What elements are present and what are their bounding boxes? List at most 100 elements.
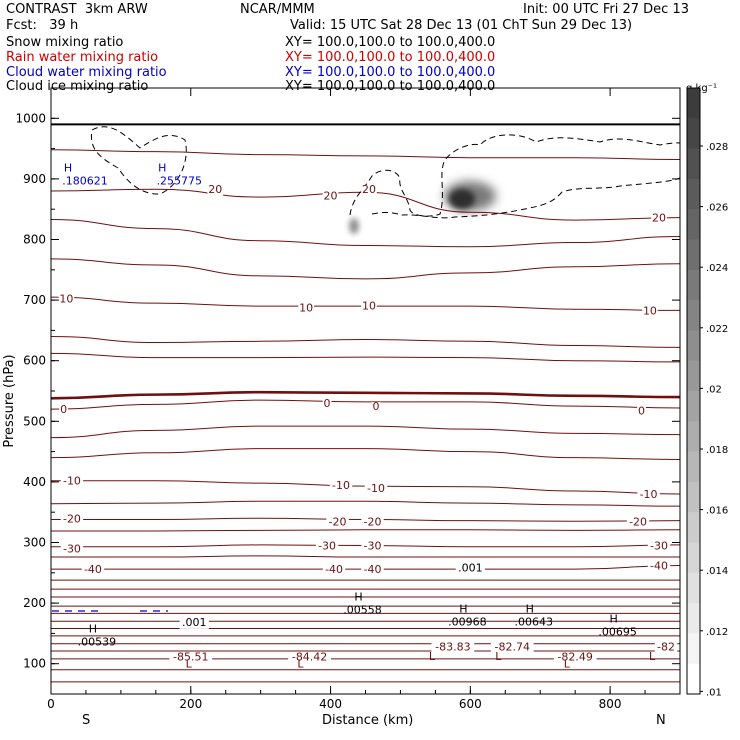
ice-contour-label-bg — [455, 563, 485, 575]
colorbar-swatch — [687, 178, 700, 210]
isotherm-label-bg — [642, 306, 658, 318]
isotherm-label: -20 — [329, 515, 347, 528]
isotherm-label-bg — [361, 541, 384, 553]
isotherm-label-bg — [326, 517, 349, 529]
isotherm-label-bg — [626, 517, 650, 529]
isotherm-label: 20 — [362, 183, 376, 196]
ice-contour-label-bg — [179, 617, 209, 629]
isotherm-label: 10 — [643, 304, 657, 317]
isotherm-label-bg — [431, 642, 475, 654]
isotherm-label: -84.42 — [292, 650, 327, 663]
field-name-snow: Snow mixing ratio — [6, 35, 124, 50]
snow-shade-small — [349, 218, 359, 234]
isotherm-label-bg — [329, 480, 353, 492]
isotherm-line — [50, 335, 681, 348]
isotherm-label: -40 — [650, 560, 668, 573]
colorbar-swatch — [687, 391, 700, 422]
cloud-water-high-marker: H — [158, 161, 166, 174]
colorbar-swatch — [687, 269, 700, 301]
isotherm-label-bg — [60, 476, 84, 488]
y-tick-label: 900 — [23, 172, 46, 186]
isotherm-label-bg — [637, 490, 660, 502]
colorbar-swatch — [687, 451, 700, 483]
colorbar-swatch — [687, 148, 700, 180]
field-xy-rain: XY= 100.0,100.0 to 100.0,400.0 — [285, 50, 496, 65]
x-axis-left-end: S — [82, 713, 91, 728]
colorbar: .028 .026 .024 .022 .02 .018 .016 .014 .012 .01 — [686, 87, 728, 698]
isotherm-label: -10 — [640, 488, 658, 501]
ice-contour-label: .001 — [182, 616, 207, 629]
isotherm-line — [50, 448, 681, 460]
colorbar-tick-label: .018 — [706, 445, 728, 456]
field-xy-snow: XY= 100.0,100.0 to 100.0,400.0 — [285, 35, 496, 50]
colorbar-swatch — [687, 239, 700, 271]
isotherm-label: -20 — [364, 515, 382, 528]
low-marker: L — [649, 650, 656, 663]
isotherm-label-bg — [361, 185, 377, 197]
cloud-water-high-marker: H — [64, 161, 72, 174]
low-marker: L — [495, 650, 502, 663]
field-name-cloud-ice: Cloud ice mixing ratio — [6, 79, 149, 94]
colorbar-swatch — [687, 572, 700, 604]
isotherm-label-bg — [59, 405, 68, 417]
isotherm-lines — [50, 123, 681, 683]
low-marker: L — [429, 650, 436, 663]
colorbar-swatch — [687, 542, 700, 574]
y-tick-label: 800 — [23, 233, 46, 247]
isotherm-label: -30 — [318, 540, 336, 553]
isotherm-label: -30 — [63, 543, 81, 556]
isotherm-label: 10 — [299, 301, 313, 314]
snow-shade-max — [449, 189, 475, 209]
colorbar-tick-label: .026 — [706, 203, 728, 214]
colorbar-tick-label: .024 — [706, 263, 728, 274]
isotherm-label: 0 — [638, 404, 645, 417]
field-name-rain: Rain water mixing ratio — [6, 50, 159, 65]
ice-contour-label: .001 — [458, 561, 483, 574]
colorbar-frame — [686, 87, 701, 695]
field-name-cloud-water: Cloud water mixing ratio — [6, 65, 167, 80]
high-marker: H — [609, 612, 617, 625]
isotherm-label: 0 — [372, 400, 379, 413]
colorbar-swatch — [687, 118, 700, 150]
isotherm-label-bg — [322, 191, 339, 203]
field-xy-cloud-ice: XY= 100.0,100.0 to 100.0,400.0 — [285, 79, 496, 94]
ice-contour-center — [349, 134, 681, 217]
high-value: .00558 — [343, 603, 382, 616]
isotherm-label: -82.74 — [495, 641, 530, 654]
isotherm-label: -30 — [650, 540, 668, 553]
y-tick-label: 1000 — [15, 111, 46, 125]
y-tick-label: 500 — [23, 414, 46, 428]
colorbar-swatch — [687, 481, 700, 513]
isotherm-label-bg — [60, 514, 84, 526]
isotherm-line — [50, 399, 681, 410]
y-tick-label: 300 — [23, 536, 46, 550]
y-tick-label: 700 — [23, 293, 46, 307]
colorbar-swatch — [687, 209, 700, 240]
isotherm-line — [51, 529, 681, 532]
isotherm-label: 10 — [59, 292, 73, 305]
isotherm-label-bg — [371, 402, 381, 414]
colorbar-swatch — [687, 88, 700, 119]
high-marker: H — [459, 603, 467, 616]
high-marker: H — [354, 590, 362, 603]
isotherm-label-bg — [288, 652, 331, 664]
isotherm-label: -10 — [63, 475, 81, 488]
isotherm-label-bg — [322, 399, 332, 411]
isotherm-label-bg — [651, 213, 667, 225]
isotherm-label-bg — [647, 561, 671, 573]
isotherm-label: 10 — [362, 300, 376, 313]
isotherm-label: -83.83 — [435, 641, 470, 654]
isotherm-line — [50, 500, 681, 507]
isotherm-label-bg — [364, 483, 388, 495]
x-tick-label: 400 — [319, 697, 342, 711]
isotherm-line — [50, 219, 681, 248]
init-time: Init: 00 UTC Fri 27 Dec 13 — [523, 2, 689, 17]
high-value: .00968 — [448, 616, 487, 629]
isotherm-label: 20 — [652, 212, 666, 225]
colorbar-tick-label: .012 — [706, 627, 728, 638]
forecast-hour: Fcst: 39 h — [6, 18, 79, 33]
colorbar-swatch — [687, 300, 700, 331]
y-tick-label: 200 — [23, 596, 46, 610]
axes: 0 200 400 600 800100200300400500600700800900… — [15, 87, 681, 711]
